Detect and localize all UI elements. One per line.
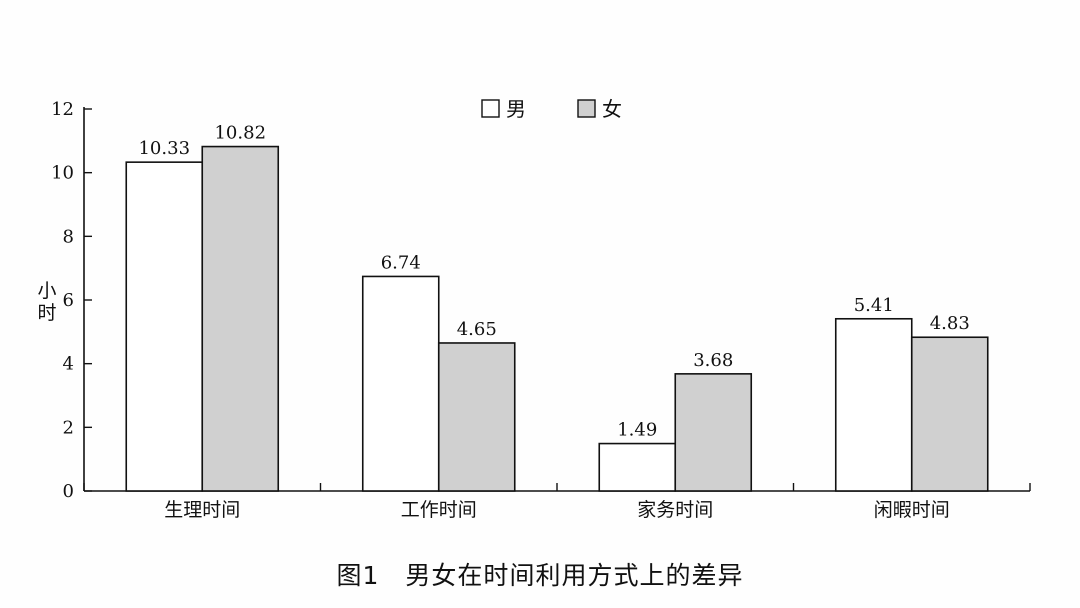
bar [125,161,204,492]
x-tick-label: 生理时间 [164,499,240,521]
data-label: 5.41 [854,295,894,316]
bar [361,275,440,492]
y-tick-label: 6 [63,290,74,311]
y-axis-label-char: 时 [37,302,56,324]
chart-axes: 0 2 4 6 8 10 12 生理时间 工作时间 家务时间 闲暇时间 [51,99,1031,521]
legend-swatch [577,99,596,118]
bar [834,317,913,492]
x-tick-label: 闲暇时间 [874,499,950,521]
bar [674,373,753,492]
chart-legend: 男女 [481,97,622,121]
data-label: 4.83 [930,313,970,334]
data-label: 6.74 [381,252,421,273]
bar [201,145,280,492]
y-tick-label: 2 [63,417,74,438]
x-tick-label: 工作时间 [401,499,477,521]
data-label: 10.33 [138,138,190,159]
legend-label: 女 [602,97,622,121]
y-tick-label: 10 [51,163,74,184]
data-label: 3.68 [693,350,733,371]
y-tick-label: 0 [63,481,74,502]
data-label: 1.49 [617,420,657,441]
figure-caption: 图1 男女在时间利用方式上的差异 [336,561,744,590]
data-label: 10.82 [214,123,266,144]
chart-value-labels: 10.33 10.82 6.74 4.65 1.49 3.68 5.41 4.83 [138,123,969,441]
y-tick-label: 4 [63,354,74,375]
data-label: 4.65 [457,319,497,340]
chart-bars [125,145,989,492]
y-axis-label-char: 小 [37,280,56,302]
y-tick-label: 12 [51,99,74,120]
x-tick-label: 家务时间 [637,499,713,521]
y-axis-label: 小时 [37,280,56,324]
y-tick-label: 8 [63,226,74,247]
bar [598,442,677,492]
legend-label: 男 [506,97,526,121]
bar [910,336,989,492]
bar [437,342,516,492]
legend-swatch [481,99,500,118]
